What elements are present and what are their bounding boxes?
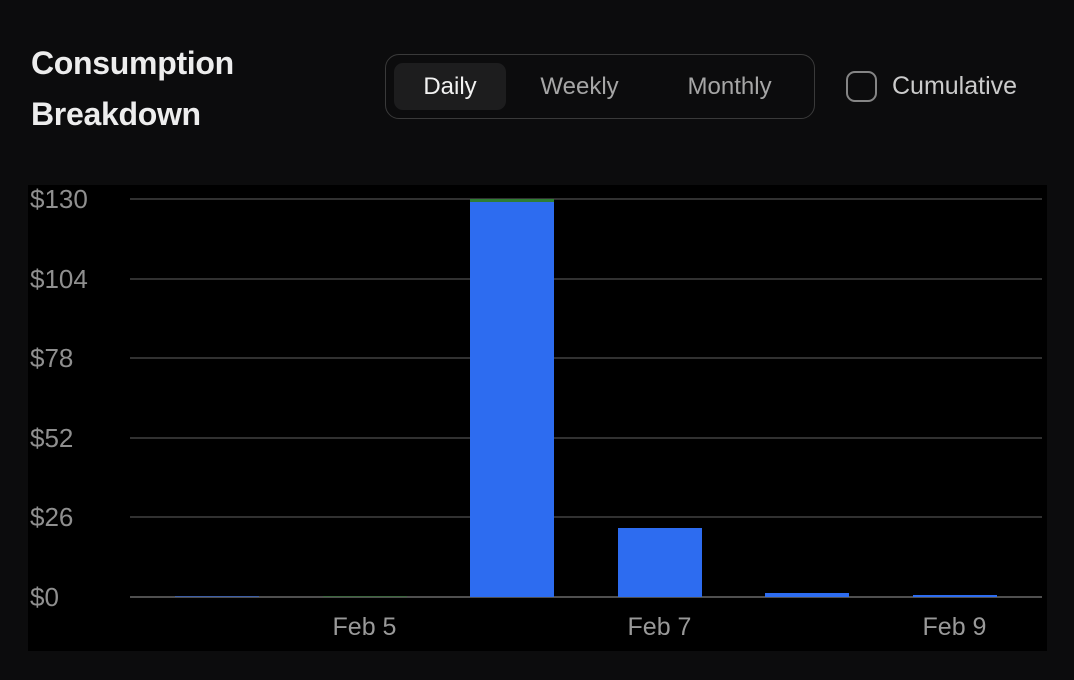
tab-weekly[interactable]: Weekly (540, 73, 619, 100)
bar-consumption-primary (175, 596, 259, 597)
x-axis-baseline (130, 596, 1042, 598)
gridline (130, 277, 1042, 280)
period-segmented-control: Daily Weekly Monthly (385, 54, 815, 119)
cumulative-toggle[interactable]: Cumulative (846, 71, 1017, 102)
bar-consumption-primary (912, 595, 997, 597)
bar-consumption-primary (765, 593, 849, 597)
x-tick-label: Feb 7 (627, 613, 692, 641)
x-tick-label: Feb 9 (922, 613, 987, 641)
gridline (130, 357, 1042, 360)
cumulative-label: Cumulative (892, 72, 1018, 100)
page-title-line1: Consumption (31, 45, 234, 81)
y-tick-label: $26 (30, 502, 74, 533)
bar-consumption-primary (470, 202, 554, 597)
page-title-line2: Breakdown (31, 96, 201, 132)
bar-consumption-primary (617, 528, 702, 597)
tab-daily[interactable]: Daily (394, 63, 506, 110)
gridline (130, 436, 1042, 439)
y-tick-label: $78 (30, 343, 74, 374)
cumulative-checkbox[interactable] (846, 71, 877, 102)
bar-consumption-secondary (470, 199, 554, 202)
y-tick-label: $52 (30, 422, 74, 453)
tab-monthly[interactable]: Monthly (687, 73, 772, 100)
x-tick-label: Feb 5 (332, 613, 397, 641)
gridline (130, 516, 1042, 519)
gridline (130, 198, 1042, 200)
y-tick-label: $0 (30, 582, 59, 612)
y-tick-label: $130 (30, 184, 88, 214)
y-tick-label: $104 (30, 263, 88, 294)
chart-panel: $0 $26 $52 $78 $104 $130 Feb 5 Feb 7 Feb 9 (28, 184, 1047, 651)
bar-consumption-secondary (322, 596, 407, 597)
page-title: Consumption Breakdown (31, 38, 234, 140)
